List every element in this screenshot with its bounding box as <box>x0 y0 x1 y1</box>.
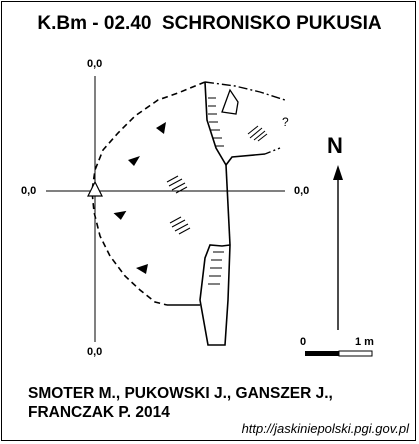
axis-label-left: 0,0 <box>21 185 37 197</box>
rubble-patch-3 <box>169 216 191 235</box>
scale-end-label: 1 m <box>355 336 374 348</box>
slope-arrows <box>113 122 166 274</box>
scale-bar <box>305 350 373 357</box>
drip-line <box>91 81 206 306</box>
wall-hatch-upper <box>208 97 224 147</box>
page-title: K.Bm - 02.40 SCHRONISKO PUKUSIA <box>37 13 382 34</box>
axis-label-right: 0,0 <box>294 185 310 197</box>
cave-wall-right <box>225 164 231 246</box>
rock-block <box>221 88 239 115</box>
authors-line-2: FRANCZAK P. 2014 <box>28 404 170 421</box>
unsurveyed-passage-lower <box>264 147 281 155</box>
rubble-patch-1 <box>247 125 268 142</box>
cave-wall-lower <box>199 244 231 346</box>
north-label: N <box>327 133 343 158</box>
authors-line-1: SMOTER M., PUKOWSKI J., GANSZER J., <box>28 385 333 402</box>
scale-start-label: 0 <box>300 336 307 348</box>
rubble-patch-2 <box>166 175 188 194</box>
source-url: http://jaskiniepolski.pgi.gov.pl <box>241 421 409 436</box>
authors-block: SMOTER M., PUKOWSKI J., GANSZER J., FRAN… <box>28 384 333 422</box>
cave-wall-ledge <box>225 153 266 166</box>
north-arrow-icon <box>333 165 343 180</box>
survey-station-icon <box>87 180 103 197</box>
unknown-continuation-mark: ? <box>282 115 289 129</box>
cave-wall-upper <box>204 81 227 166</box>
unsurveyed-passage <box>204 81 286 101</box>
axis-label-bottom: 0,0 <box>87 346 103 358</box>
wall-hatch-lower <box>208 251 224 285</box>
axis-label-top: 0,0 <box>87 58 103 70</box>
